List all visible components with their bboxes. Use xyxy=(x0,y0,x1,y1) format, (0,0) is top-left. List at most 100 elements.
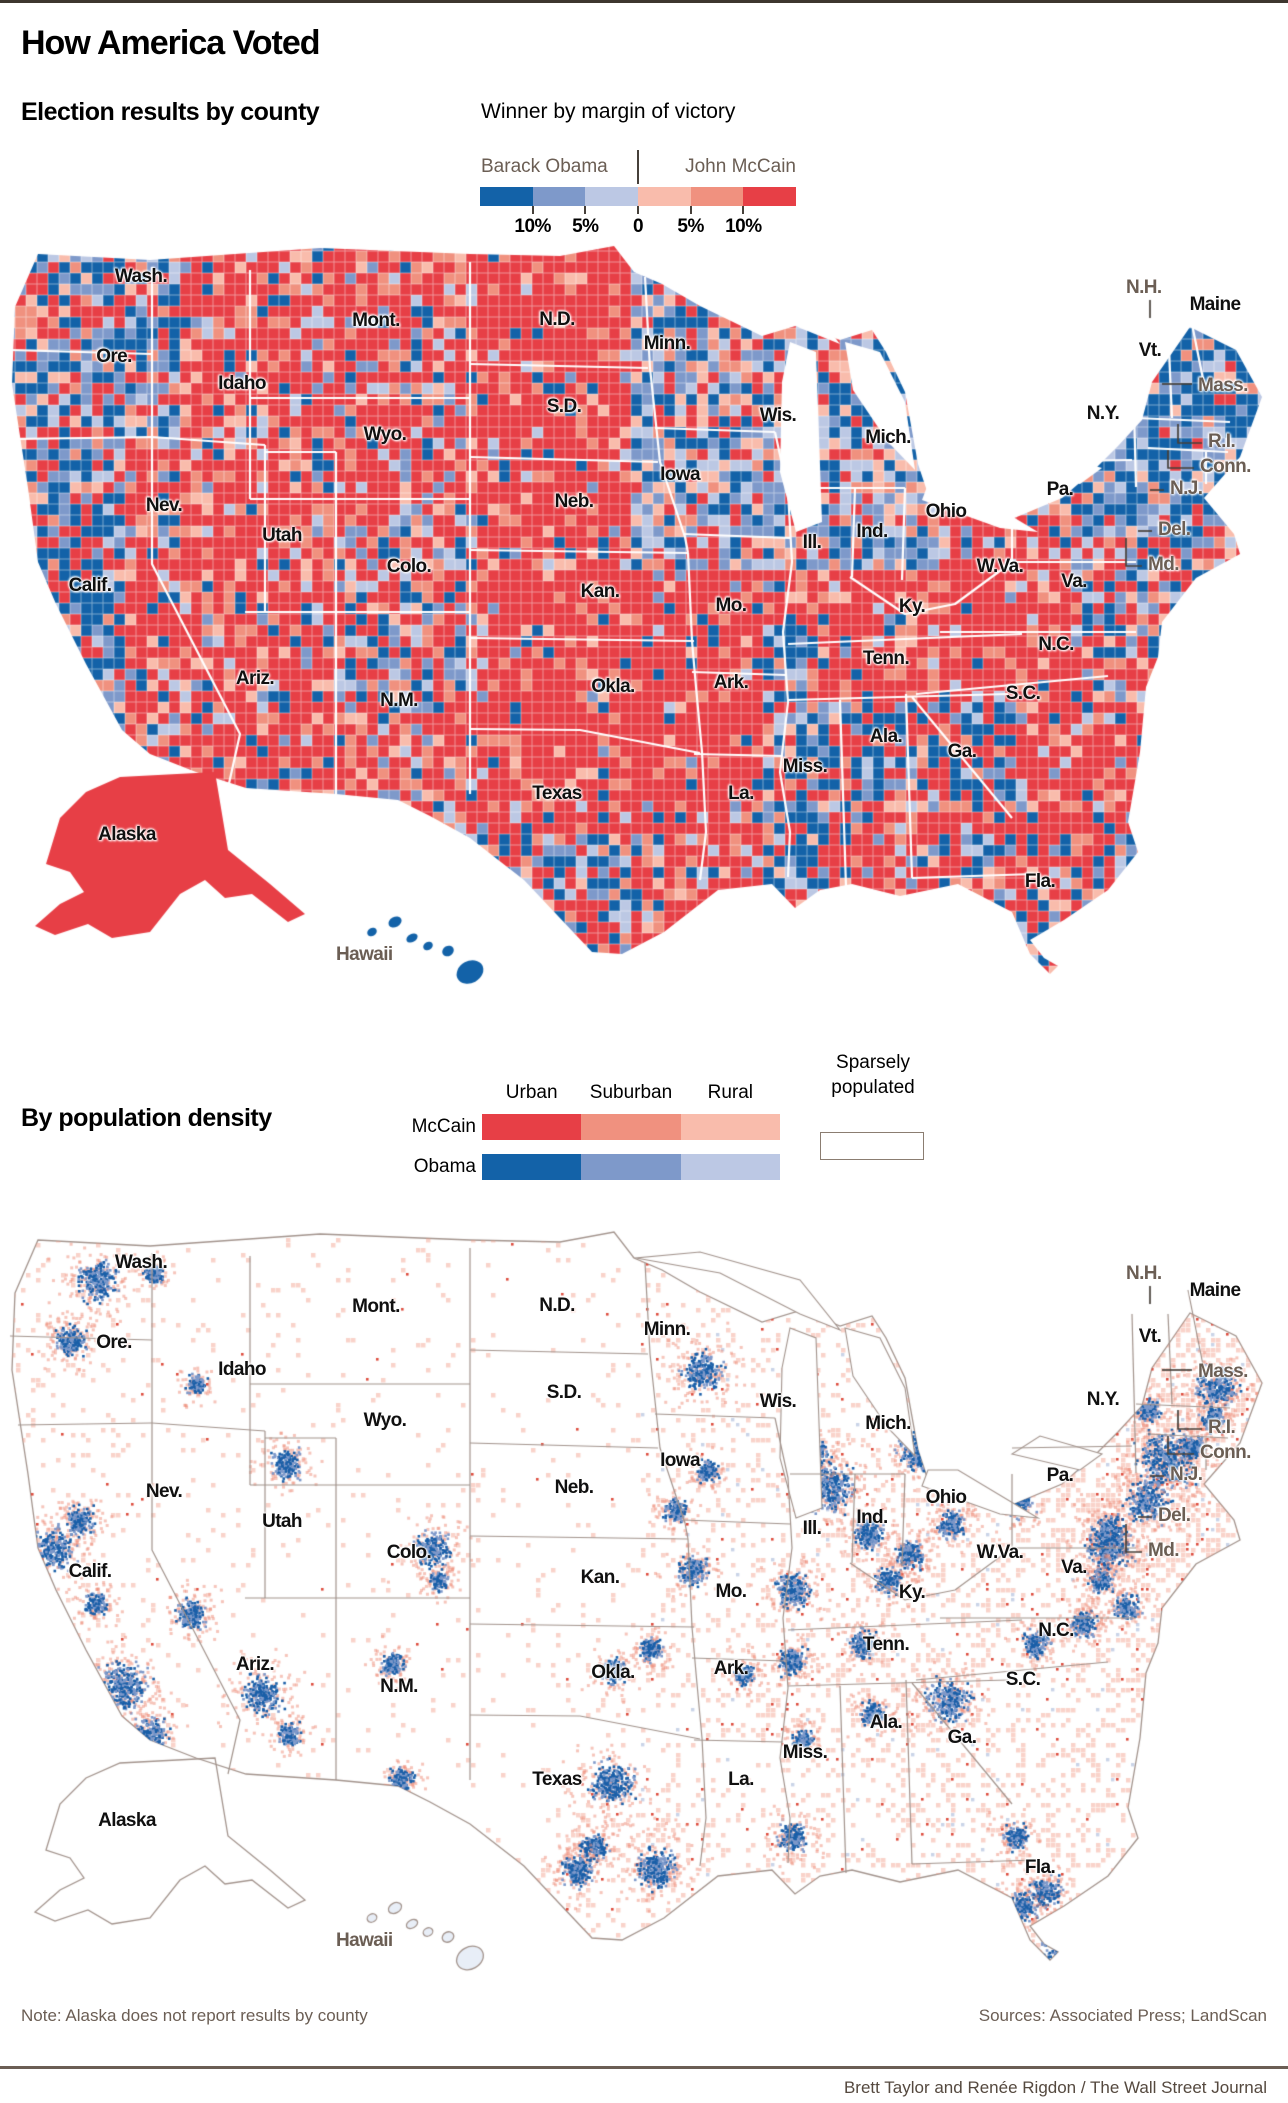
state-label-alaska: Alaska xyxy=(98,1809,156,1831)
density-swatch xyxy=(680,1154,780,1180)
state-label-tenn: Tenn. xyxy=(862,1633,910,1655)
margin-tick-label: 10% xyxy=(725,216,762,237)
state-label-neb: Neb. xyxy=(554,1476,594,1498)
top-rule xyxy=(0,0,1288,3)
state-label-nev: Nev. xyxy=(145,1480,183,1502)
margin-tick-label: 5% xyxy=(677,216,704,237)
state-label-idaho: Idaho xyxy=(218,372,266,394)
state-label-nd: N.D. xyxy=(539,308,575,330)
density-map-label-layer: Wash. Ore. Idaho Mont. Wyo. Nev. Utah Colo. Cali… xyxy=(0,1218,1288,2008)
state-label-wash: Wash. xyxy=(114,1251,168,1273)
state-label-iowa: Iowa xyxy=(660,463,700,485)
density-obama-label: Obama xyxy=(413,1156,476,1177)
state-label-ohio: Ohio xyxy=(925,500,967,522)
state-label-maine: Maine xyxy=(1189,1279,1241,1301)
state-label-mass: Mass. xyxy=(1198,1360,1248,1382)
state-label-sd: S.D. xyxy=(546,1381,582,1403)
state-label-pa: Pa. xyxy=(1046,1464,1074,1486)
state-label-wis: Wis. xyxy=(759,404,797,426)
sparsely-populated-swatch xyxy=(820,1132,924,1160)
state-label-calif: Calif. xyxy=(68,574,112,596)
state-label-tenn: Tenn. xyxy=(862,647,910,669)
mccain-candidate-label: John McCain xyxy=(685,156,796,177)
state-label-sd: S.D. xyxy=(546,395,582,417)
state-label-nj: N.J. xyxy=(1170,477,1203,499)
density-map-subtitle: By population density xyxy=(21,1104,272,1132)
state-label-la: La. xyxy=(728,1768,754,1790)
state-label-nh: N.H. xyxy=(1126,276,1162,298)
state-label-ariz: Ariz. xyxy=(235,1653,275,1675)
state-label-hawaii: Hawaii xyxy=(336,1929,393,1951)
margin-tick-label: 5% xyxy=(572,216,599,237)
page-title: How America Voted xyxy=(21,24,321,62)
state-label-iowa: Iowa xyxy=(660,1449,700,1471)
state-label-vt: Vt. xyxy=(1138,1325,1162,1347)
margin-legend-segment xyxy=(638,187,691,206)
state-label-ny: N.Y. xyxy=(1086,402,1120,424)
state-label-nc: N.C. xyxy=(1038,633,1074,655)
state-label-texas: Texas xyxy=(532,782,582,804)
obama-candidate-label: Barack Obama xyxy=(481,156,608,177)
state-label-ky: Ky. xyxy=(898,1581,926,1603)
margin-legend-title: Winner by margin of victory xyxy=(481,100,736,123)
state-label-mich: Mich. xyxy=(865,1412,911,1434)
density-swatch xyxy=(581,1114,681,1140)
state-label-okla: Okla. xyxy=(591,1661,635,1683)
state-label-ind: Ind. xyxy=(856,1506,888,1528)
state-label-ny: N.Y. xyxy=(1086,1388,1120,1410)
density-column-header: Urban xyxy=(505,1082,558,1103)
state-label-minn: Minn. xyxy=(643,332,691,354)
state-label-sc: S.C. xyxy=(1005,1668,1041,1690)
state-label-pa: Pa. xyxy=(1046,478,1074,500)
state-label-mass: Mass. xyxy=(1198,374,1248,396)
state-label-ala: Ala. xyxy=(869,725,903,747)
state-label-ohio: Ohio xyxy=(925,1486,967,1508)
footer-sources: Sources: Associated Press; LandScan xyxy=(978,2006,1267,2025)
state-label-colo: Colo. xyxy=(386,555,432,577)
density-column-header: Rural xyxy=(707,1082,754,1103)
state-label-conn: Conn. xyxy=(1200,455,1251,477)
county-results-map: Wash. Ore. Idaho Mont. Wyo. Nev. Utah Colo. Cali… xyxy=(0,232,1288,1022)
state-label-colo: Colo. xyxy=(386,1541,432,1563)
state-label-nj: N.J. xyxy=(1170,1463,1203,1485)
state-label-texas: Texas xyxy=(532,1768,582,1790)
margin-legend-bar xyxy=(480,187,797,206)
state-label-va: Va. xyxy=(1061,570,1087,592)
state-label-nev: Nev. xyxy=(145,494,183,516)
state-label-ill: Ill. xyxy=(802,531,822,553)
density-map-canvas xyxy=(0,1218,1288,2008)
state-label-mich: Mich. xyxy=(865,426,911,448)
state-label-conn: Conn. xyxy=(1200,1441,1251,1463)
state-label-wash: Wash. xyxy=(114,265,168,287)
state-label-nd: N.D. xyxy=(539,1294,575,1316)
state-label-ga: Ga. xyxy=(947,1726,977,1748)
state-label-idaho: Idaho xyxy=(218,1358,266,1380)
state-label-fla: Fla. xyxy=(1024,1856,1056,1878)
state-label-nm: N.M. xyxy=(380,689,418,711)
state-label-sc: S.C. xyxy=(1005,682,1041,704)
margin-tick xyxy=(742,206,745,214)
density-column-header: Suburban xyxy=(589,1082,673,1103)
footer-note: Note: Alaska does not report results by … xyxy=(21,2006,368,2025)
state-label-ri: R.I. xyxy=(1208,1416,1236,1438)
state-label-mo: Mo. xyxy=(715,594,748,616)
sparsely-populated-label: Sparsely populated xyxy=(831,1052,915,1098)
density-column-headers: Urban Suburban Rural xyxy=(482,1082,780,1104)
margin-tick xyxy=(637,206,639,214)
state-label-ky: Ky. xyxy=(898,595,926,617)
margin-legend-segment xyxy=(743,187,797,206)
footer-rule xyxy=(0,2066,1288,2069)
density-swatch xyxy=(680,1114,780,1140)
density-mccain-swatches xyxy=(482,1114,780,1140)
state-label-alaska: Alaska xyxy=(98,823,156,845)
state-label-nc: N.C. xyxy=(1038,1619,1074,1641)
state-label-miss: Miss. xyxy=(782,755,828,777)
state-label-mont: Mont. xyxy=(352,309,400,331)
state-label-kan: Kan. xyxy=(580,580,620,602)
state-label-ind: Ind. xyxy=(856,520,888,542)
margin-legend-segment xyxy=(480,187,533,206)
state-label-ala: Ala. xyxy=(869,1711,903,1733)
state-label-md: Md. xyxy=(1148,1539,1180,1561)
margin-legend-segment xyxy=(585,187,639,206)
